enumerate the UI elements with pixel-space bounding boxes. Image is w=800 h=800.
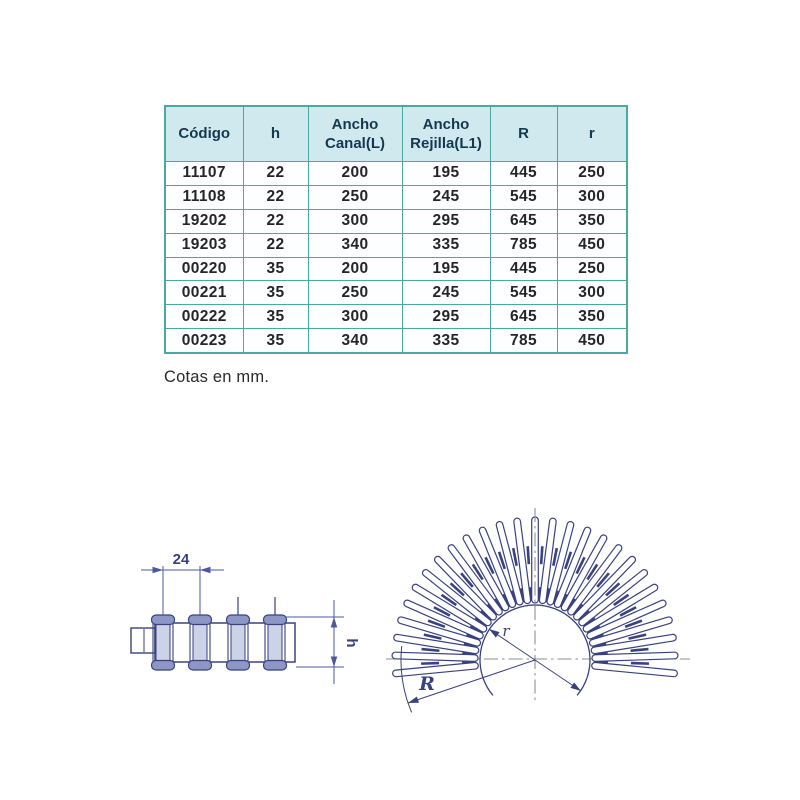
table-cell: 300 [307, 304, 403, 330]
table-cell: 195 [401, 161, 491, 186]
table-row: 00221 35 250 245 545 300 [164, 280, 628, 306]
height-dimension-label: h [343, 638, 360, 647]
table-cell: 11107 [164, 161, 244, 186]
table-cell: 335 [401, 328, 491, 354]
fan-dimensions [400, 508, 582, 713]
header-cell: r [556, 105, 628, 162]
table-cell: 22 [242, 232, 309, 258]
table-cell: 295 [401, 304, 491, 330]
table-cell: 450 [556, 232, 628, 258]
table-cell: 245 [401, 184, 491, 210]
table-row: 11108 22 250 245 545 300 [164, 184, 628, 210]
table-body: 11107 22 200 195 445 250 11108 22 250 245 545 300 19… [164, 161, 628, 354]
table-cell: 250 [556, 161, 628, 186]
table-cell: 00221 [164, 280, 244, 306]
width-dimension-label: 24 [173, 551, 190, 568]
fan-view-drawing: r R [386, 508, 690, 713]
side-view-drawing: 24 h [130, 551, 360, 684]
header-cell: R [489, 105, 558, 162]
inner-radius-label: r [502, 622, 510, 640]
outer-radius-label: R [418, 673, 435, 695]
table-cell: 22 [242, 208, 309, 234]
table-cell: 450 [556, 328, 628, 354]
table-cell: 22 [242, 184, 309, 210]
table-cell: 785 [489, 328, 558, 354]
fan-slats [391, 516, 679, 696]
units-note: Cotas en mm. [164, 368, 270, 386]
table-cell: 11108 [164, 184, 244, 210]
table-cell: 250 [307, 184, 403, 210]
chain-strip [130, 566, 344, 684]
table-cell: 545 [489, 184, 558, 210]
table-cell: 645 [489, 208, 558, 234]
table-cell: 295 [401, 208, 491, 234]
header-cell: Código [164, 105, 244, 162]
table-cell: 00223 [164, 328, 244, 354]
table-cell: 350 [556, 208, 628, 234]
table-cell: 645 [489, 304, 558, 330]
fan-links [421, 546, 649, 665]
table-cell: 445 [489, 256, 558, 282]
table-row: 00223 35 340 335 785 450 [164, 328, 628, 354]
table-cell: 445 [489, 161, 558, 186]
table-cell: 00222 [164, 304, 244, 330]
table-row: 19203 22 340 335 785 450 [164, 232, 628, 258]
table-cell: 300 [556, 184, 628, 210]
header-cell: h [242, 105, 309, 162]
table-cell: 35 [242, 328, 309, 354]
table-cell: 35 [242, 256, 309, 282]
header-cell: Ancho Canal(L) [307, 105, 403, 162]
table-cell: 340 [307, 232, 403, 258]
table-row: 19202 22 300 295 645 350 [164, 208, 628, 234]
header-cell: Ancho Rejilla(L1) [401, 105, 491, 162]
table-cell: 19203 [164, 232, 244, 258]
table-row: 11107 22 200 195 445 250 [164, 161, 628, 186]
table-cell: 19202 [164, 208, 244, 234]
table-cell: 545 [489, 280, 558, 306]
